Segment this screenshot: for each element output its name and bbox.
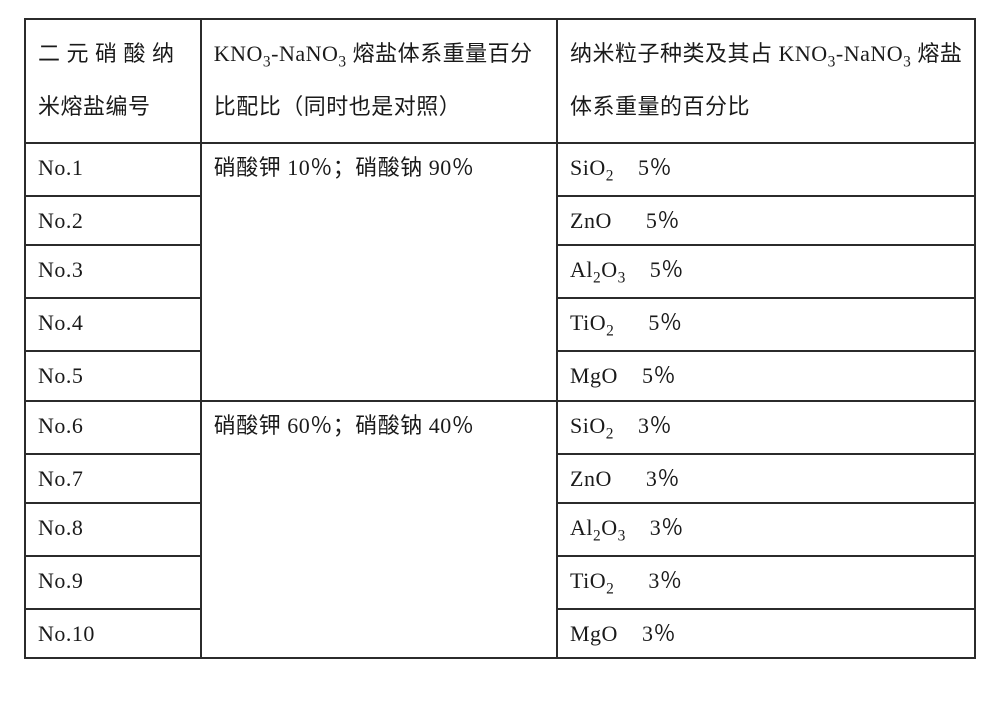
cell-no: No.1 — [25, 143, 201, 196]
header-col1-text: 二 元 硝 酸 纳米熔盐编号 — [38, 41, 175, 119]
cell-particle: SiO2 5％ — [557, 143, 975, 196]
cell-particle: TiO2 5％ — [557, 298, 975, 351]
header-col3-sub1: 3 — [828, 53, 836, 70]
cell-particle: ZnO 5％ — [557, 196, 975, 245]
cell-particle: Al2O3 3％ — [557, 503, 975, 556]
ratio-text: 硝酸钾 60％；硝酸钠 40％ — [214, 413, 475, 438]
cell-no: No.4 — [25, 298, 201, 351]
particle-text: Al — [570, 515, 593, 540]
cell-no: No.10 — [25, 609, 201, 658]
cell-ratio-group2: 硝酸钾 60％；硝酸钠 40％ — [201, 401, 557, 658]
no-text: No.1 — [38, 155, 83, 180]
cell-no: No.8 — [25, 503, 201, 556]
cell-no: No.6 — [25, 401, 201, 454]
no-text: No.7 — [38, 466, 83, 491]
particle-sub: 2 — [606, 425, 614, 442]
cell-no: No.7 — [25, 454, 201, 503]
particle-o: O — [601, 515, 617, 540]
no-text: No.6 — [38, 413, 83, 438]
particle-sub: 2 — [593, 270, 601, 287]
cell-no: No.2 — [25, 196, 201, 245]
table-header-row: 二 元 硝 酸 纳米熔盐编号 KNO3-NaNO3 熔盐体系重量百分比配比（同时… — [25, 19, 975, 143]
no-text: No.10 — [38, 621, 95, 646]
particle-o: O — [601, 257, 617, 282]
header-col3-pre: 纳米粒子种类及其占 KNO — [570, 41, 828, 66]
pct-text: 3％ — [642, 621, 676, 646]
no-text: No.5 — [38, 363, 83, 388]
cell-particle: ZnO 3％ — [557, 454, 975, 503]
pct-text: 3％ — [638, 413, 672, 438]
table-row: No.6 硝酸钾 60％；硝酸钠 40％ SiO2 3％ — [25, 401, 975, 454]
particle-sub2: 3 — [618, 270, 626, 287]
particle-sub: 2 — [606, 580, 614, 597]
cell-particle: TiO2 3％ — [557, 556, 975, 609]
no-text: No.4 — [38, 310, 83, 335]
pct-text: 3％ — [646, 466, 680, 491]
header-col3-mid: -NaNO — [836, 41, 903, 66]
ratio-text: 硝酸钾 10％；硝酸钠 90％ — [214, 155, 475, 180]
table-row: No.1 硝酸钾 10％；硝酸钠 90％ SiO2 5％ — [25, 143, 975, 196]
cell-no: No.5 — [25, 351, 201, 400]
cell-ratio-group1: 硝酸钾 10％；硝酸钠 90％ — [201, 143, 557, 400]
page: 二 元 硝 酸 纳米熔盐编号 KNO3-NaNO3 熔盐体系重量百分比配比（同时… — [0, 0, 1000, 728]
particle-text: ZnO — [570, 466, 612, 491]
header-col2-pre: KNO — [214, 41, 263, 66]
pct-text: 5％ — [638, 155, 672, 180]
pct-text: 5％ — [648, 310, 682, 335]
no-text: No.9 — [38, 568, 83, 593]
header-col3: 纳米粒子种类及其占 KNO3-NaNO3 熔盐体系重量的百分比 — [557, 19, 975, 143]
cell-particle: MgO 5％ — [557, 351, 975, 400]
cell-particle: MgO 3％ — [557, 609, 975, 658]
particle-text: TiO — [570, 310, 606, 335]
particle-text: ZnO — [570, 208, 612, 233]
particle-text: Al — [570, 257, 593, 282]
particle-sub: 2 — [606, 323, 614, 340]
no-text: No.3 — [38, 257, 83, 282]
cell-particle: Al2O3 5％ — [557, 245, 975, 298]
header-col2-sub1: 3 — [263, 53, 271, 70]
particle-text: TiO — [570, 568, 606, 593]
pct-text: 3％ — [650, 515, 684, 540]
pct-text: 5％ — [650, 257, 684, 282]
particle-text: MgO — [570, 363, 618, 388]
header-col2-sub2: 3 — [338, 53, 346, 70]
header-col2-mid: -NaNO — [271, 41, 338, 66]
no-text: No.2 — [38, 208, 83, 233]
particle-sub: 2 — [606, 168, 614, 185]
pct-text: 5％ — [642, 363, 676, 388]
particle-sub: 2 — [593, 527, 601, 544]
pct-text: 5％ — [646, 208, 680, 233]
cell-no: No.3 — [25, 245, 201, 298]
pct-text: 3％ — [648, 568, 682, 593]
particle-text: SiO — [570, 155, 606, 180]
particle-sub2: 3 — [618, 527, 626, 544]
header-col2: KNO3-NaNO3 熔盐体系重量百分比配比（同时也是对照） — [201, 19, 557, 143]
composition-table: 二 元 硝 酸 纳米熔盐编号 KNO3-NaNO3 熔盐体系重量百分比配比（同时… — [24, 18, 976, 659]
cell-no: No.9 — [25, 556, 201, 609]
particle-text: SiO — [570, 413, 606, 438]
no-text: No.8 — [38, 515, 83, 540]
particle-text: MgO — [570, 621, 618, 646]
header-col1: 二 元 硝 酸 纳米熔盐编号 — [25, 19, 201, 143]
cell-particle: SiO2 3％ — [557, 401, 975, 454]
